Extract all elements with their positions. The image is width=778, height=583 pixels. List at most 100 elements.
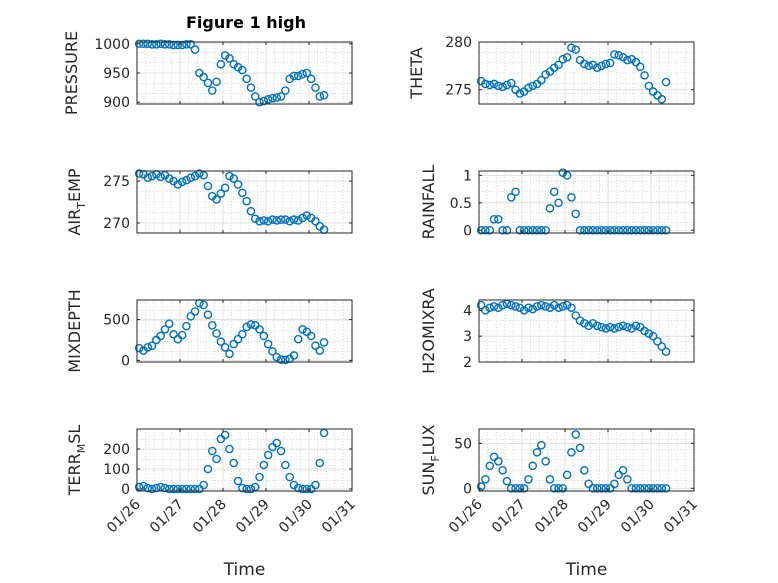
data-point [618, 225, 628, 235]
data-point [199, 170, 208, 180]
data-point [173, 484, 183, 494]
x-tick-label: 01/27 [147, 497, 187, 537]
data-point [315, 92, 325, 101]
data-point [190, 484, 200, 494]
x-tick-label: 01/30 [618, 497, 658, 537]
data-point [212, 329, 221, 338]
data-point [177, 330, 187, 340]
data-point [311, 480, 320, 490]
data-point [207, 320, 217, 330]
axes-box [136, 299, 353, 363]
data-point [592, 225, 602, 235]
data-point [653, 225, 662, 235]
y-axis-label: RAINFALL [419, 165, 438, 240]
data-point [524, 303, 533, 313]
y-tick-label: 0 [463, 223, 472, 239]
data-point [541, 225, 550, 235]
data-point [511, 302, 520, 311]
data-point [597, 61, 606, 71]
data-point [190, 45, 200, 54]
data-point [524, 83, 533, 93]
data-point [281, 460, 290, 470]
data-point [627, 225, 636, 235]
data-point [657, 483, 667, 493]
data-point [519, 306, 529, 315]
data-point [549, 300, 559, 310]
x-tick-label: 01/26 [104, 496, 144, 536]
data-point [614, 322, 624, 332]
y-tick-label: 4 [463, 303, 472, 319]
subplot-theta: 275 280 THETA [407, 35, 695, 105]
subplot-air_temp: 270 275 AIRTEMP [65, 168, 353, 236]
data-point [281, 86, 290, 95]
y-axis-label: TERRMSL [65, 425, 88, 497]
data-point [584, 479, 593, 489]
data-point [315, 458, 325, 468]
data-point [545, 303, 555, 313]
data-point [644, 225, 654, 235]
data-point [160, 325, 170, 334]
figure-title: Figure 1 high [186, 13, 306, 32]
data-point [498, 82, 507, 92]
data-point [156, 172, 165, 182]
y-tick-label: 0 [121, 353, 130, 369]
data-point [635, 483, 645, 493]
data-point [216, 337, 226, 346]
data-point [160, 40, 170, 49]
y-tick-label: 3 [463, 329, 472, 345]
x-axis-label: Time [223, 560, 266, 580]
data-point [476, 225, 486, 235]
data-point [601, 225, 611, 235]
data-point [580, 59, 589, 69]
data-point [263, 339, 273, 349]
data-point [498, 300, 507, 310]
data-point [216, 59, 226, 69]
data-point [152, 483, 161, 493]
data-point [597, 483, 606, 493]
data-point [134, 343, 144, 353]
data-point [250, 214, 260, 224]
data-point [537, 75, 546, 85]
data-point [225, 54, 234, 63]
data-point [195, 169, 204, 178]
data-point [285, 216, 294, 226]
data-point [233, 180, 243, 189]
data-point [623, 322, 632, 332]
data-point [281, 355, 290, 365]
data-point [584, 321, 593, 331]
data-point [207, 86, 217, 95]
data-point [143, 483, 153, 493]
data-point [661, 483, 671, 493]
data-point [528, 461, 538, 471]
data-point [623, 475, 632, 484]
data-point [623, 225, 632, 235]
data-point [306, 74, 316, 84]
data-point [276, 446, 286, 456]
data-point [506, 78, 516, 88]
data-point [182, 484, 191, 494]
data-point [567, 448, 576, 457]
data-point [199, 300, 208, 310]
data-point [519, 225, 529, 235]
data-point [476, 482, 486, 491]
y-tick-label: 900 [103, 95, 130, 111]
data-point [186, 40, 196, 49]
y-tick-label: 1 [463, 168, 472, 184]
y-axis-label: AIRTEMP [65, 168, 88, 235]
data-point [610, 50, 619, 59]
data-point [281, 215, 290, 224]
data-point [635, 225, 645, 235]
data-point [601, 59, 611, 69]
data-point [610, 225, 619, 235]
data-point [661, 347, 671, 356]
data-point [498, 225, 507, 235]
data-point [528, 225, 538, 235]
data-point [182, 40, 191, 49]
data-point [558, 54, 568, 64]
data-point [506, 483, 516, 493]
data-point [225, 349, 234, 359]
subplot-mixdepth: 0 500 MIXDEPTH [65, 289, 353, 373]
data-point [147, 40, 157, 49]
data-point [147, 171, 157, 181]
